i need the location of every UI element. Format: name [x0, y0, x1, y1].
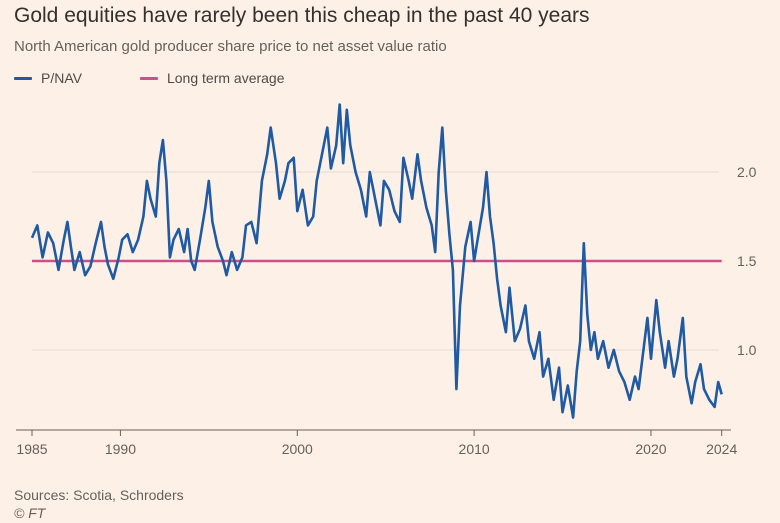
chart-subtitle: North American gold producer share price…: [14, 38, 447, 55]
x-tick-label: 2020: [635, 441, 666, 457]
legend-label-pnav: P/NAV: [41, 70, 82, 86]
series-line-pnav: [30, 103, 723, 419]
ft-credit: © FT: [14, 505, 46, 521]
legend-item-average: Long term average: [139, 70, 285, 86]
legend: P/NAV Long term average: [14, 70, 343, 86]
series-layer: [30, 103, 723, 419]
legend-swatch-pnav: [14, 76, 32, 80]
x-axis: 1985 1990 2000 2010 2020 2024: [16, 429, 737, 457]
y-tick-label: 1.0: [737, 342, 757, 358]
x-tick-label: 2000: [282, 441, 313, 457]
x-tick-label: 2010: [459, 441, 490, 457]
y-axis: 1.0 1.5 2.0: [737, 164, 757, 358]
x-tick-label: 1985: [16, 441, 47, 457]
x-tick-label: 1990: [105, 441, 136, 457]
x-tick-label: 2024: [706, 441, 737, 457]
legend-item-pnav: P/NAV: [14, 70, 82, 86]
legend-swatch-average: [139, 76, 158, 80]
y-tick-label: 1.5: [737, 253, 757, 269]
chart-title: Gold equities have rarely been this chea…: [14, 4, 590, 27]
sources-note: Sources: Scotia, Schroders: [14, 487, 184, 503]
legend-label-average: Long term average: [166, 70, 285, 86]
y-tick-label: 2.0: [737, 164, 757, 180]
